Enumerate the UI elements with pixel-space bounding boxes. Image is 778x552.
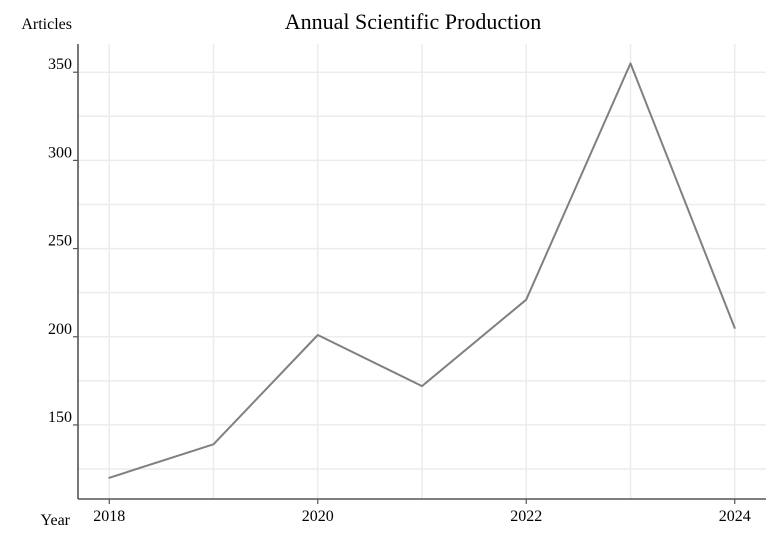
y-axis-title: Articles [21, 16, 72, 33]
y-tick-label: 350 [48, 56, 72, 73]
y-tick-label: 200 [48, 321, 72, 338]
y-axis-ticks: 150 200 250 300 350 [48, 56, 78, 426]
x-axis-title: Year [41, 512, 71, 529]
y-tick-label: 250 [48, 233, 72, 250]
x-tick-label: 2024 [719, 508, 751, 525]
chart-title: Annual Scientific Production [285, 9, 542, 34]
y-tick-label: 150 [48, 409, 72, 426]
x-tick-label: 2022 [510, 508, 542, 525]
series-line [108, 62, 736, 479]
grid [78, 44, 766, 499]
x-tick-label: 2020 [302, 508, 334, 525]
series [108, 62, 736, 479]
x-axis-ticks: 2018 2020 2022 2024 [93, 499, 751, 525]
y-tick-label: 300 [48, 144, 72, 161]
x-tick-label: 2018 [93, 508, 125, 525]
axes [77, 44, 766, 500]
